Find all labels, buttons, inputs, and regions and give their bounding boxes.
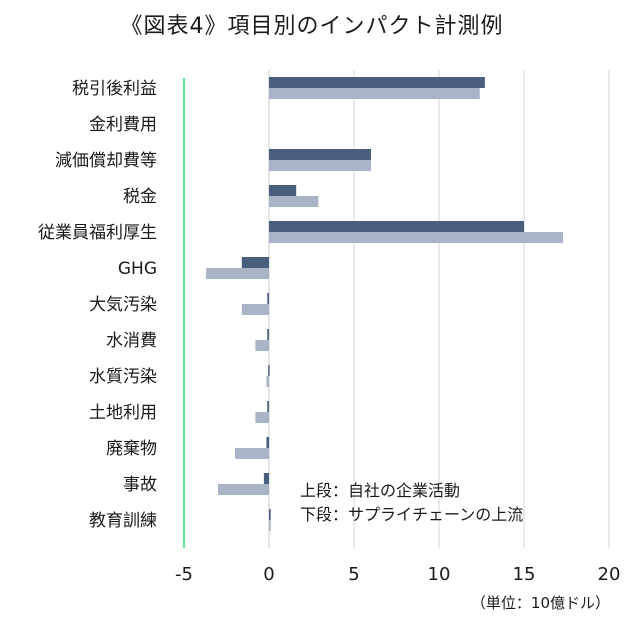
bar-upstream bbox=[269, 232, 564, 243]
category-label: GHG bbox=[118, 259, 157, 279]
category-label: 税金 bbox=[123, 187, 157, 207]
bar-upstream bbox=[241, 304, 269, 315]
bar-own bbox=[267, 293, 269, 304]
bar-upstream bbox=[218, 484, 269, 495]
bar-upstream bbox=[235, 448, 269, 459]
category-label: 教育訓練 bbox=[89, 511, 157, 531]
bar-own bbox=[269, 221, 524, 232]
x-tick-label: 0 bbox=[263, 564, 274, 585]
bar-own bbox=[267, 329, 269, 340]
category-label: 大気汚染 bbox=[89, 295, 157, 315]
x-tick-label: 10 bbox=[428, 564, 451, 585]
bar-upstream bbox=[269, 160, 371, 171]
bar-own bbox=[266, 437, 269, 448]
bar-own bbox=[267, 401, 269, 412]
x-tick-label: 20 bbox=[598, 564, 621, 585]
category-label: 従業員福利厚生 bbox=[38, 223, 157, 243]
category-label: 税引後利益 bbox=[72, 79, 157, 99]
bar-upstream bbox=[255, 340, 269, 351]
bar-upstream bbox=[269, 88, 480, 99]
x-tick-label: 15 bbox=[513, 564, 536, 585]
bar-own bbox=[263, 473, 269, 484]
category-label: 減価償却費等 bbox=[55, 151, 157, 171]
category-label: 土地利用 bbox=[89, 403, 157, 423]
x-tick-label: 5 bbox=[348, 564, 359, 585]
bar-own bbox=[269, 77, 485, 88]
legend-entry: 上段：自社の企業活動 bbox=[300, 481, 460, 500]
unit-label: （単位：10億ドル） bbox=[470, 594, 610, 612]
bar-own bbox=[269, 185, 297, 196]
category-label: 廃棄物 bbox=[106, 439, 157, 459]
bar-upstream bbox=[269, 196, 319, 207]
category-label: 金利費用 bbox=[89, 115, 157, 135]
category-label: 事故 bbox=[123, 475, 157, 495]
bar-upstream bbox=[269, 520, 271, 531]
bar-upstream bbox=[266, 376, 269, 387]
chart-title: 《図表4》項目別のインパクト計測例 bbox=[120, 14, 504, 39]
bar-upstream bbox=[255, 412, 269, 423]
bar-own bbox=[269, 509, 271, 520]
bar-own bbox=[269, 149, 371, 160]
x-tick-label: -5 bbox=[175, 564, 193, 585]
category-label: 水質汚染 bbox=[89, 367, 157, 387]
bar-own bbox=[241, 257, 269, 268]
legend-entry: 下段：サプライチェーンの上流 bbox=[300, 505, 523, 524]
bar-own bbox=[268, 365, 270, 376]
bar-upstream bbox=[206, 268, 269, 279]
category-label: 水消費 bbox=[106, 331, 157, 351]
